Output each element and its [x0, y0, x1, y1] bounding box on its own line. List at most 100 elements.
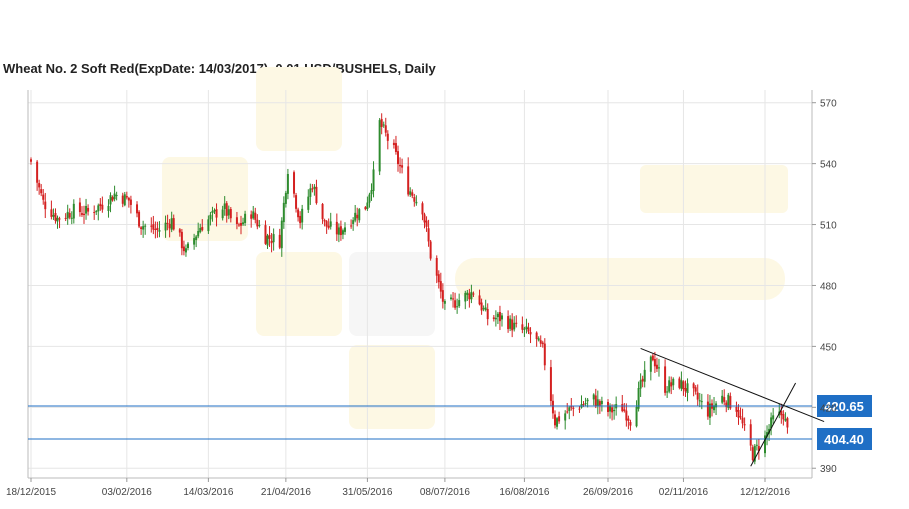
candle-up [313, 186, 316, 189]
candle-up [211, 210, 214, 213]
candle-down [572, 407, 575, 409]
candle-down [235, 217, 238, 224]
candle-down [694, 387, 697, 392]
candle-down [723, 397, 726, 402]
candle-up [613, 409, 616, 412]
candle-down [435, 257, 438, 276]
candle-down [521, 324, 524, 330]
candle-up [252, 211, 255, 219]
candle-down [423, 214, 426, 223]
candle-up [85, 206, 88, 214]
candle-up [568, 407, 571, 411]
candle-up [95, 211, 98, 213]
candle-down [478, 295, 481, 305]
candle-up [354, 212, 357, 221]
candle-down [311, 188, 314, 190]
candle-up [266, 235, 269, 246]
candle-down [182, 246, 185, 252]
candle-down [664, 366, 667, 393]
trend-line [750, 382, 797, 467]
candle-up [113, 193, 116, 200]
candle-down [264, 225, 267, 244]
candle-up [184, 248, 187, 253]
candle-up [170, 218, 173, 230]
candle-up [537, 338, 540, 341]
candle-up [666, 391, 669, 393]
candle-down [751, 447, 754, 461]
candle-down [152, 224, 155, 230]
candle-down [582, 404, 585, 406]
trend-line [640, 347, 825, 422]
candle-down [397, 151, 399, 165]
x-tick-label: 26/09/2016 [583, 487, 633, 498]
candle-up [52, 214, 55, 217]
candle-down [684, 388, 687, 392]
candle-up [244, 213, 247, 223]
candle-down [655, 364, 658, 369]
candle-down [515, 322, 518, 324]
candle-up [484, 307, 487, 310]
candle-down [737, 409, 740, 418]
candle-down [278, 234, 281, 248]
candle-down [54, 212, 57, 221]
candle-up [668, 380, 671, 392]
candle-down [598, 401, 601, 406]
candle-up [496, 313, 499, 318]
x-axis: 18/12/2015 03/02/2016 14/03/2016 21/04/2016… [6, 478, 790, 498]
candle-up [382, 124, 385, 126]
candle-up [56, 217, 59, 222]
candle-up [443, 301, 446, 304]
candle-up [770, 417, 773, 429]
candle-down [125, 195, 128, 198]
candle-up [409, 191, 412, 195]
candle-down [270, 240, 273, 244]
candle-down [293, 172, 296, 194]
candle-up [213, 210, 216, 212]
candle-down [394, 143, 397, 152]
candle-down [392, 142, 395, 146]
candle-up [72, 203, 75, 219]
candle-up [458, 300, 461, 307]
candle-down [625, 410, 628, 421]
y-tick-label: 510 [820, 221, 837, 232]
candle-down [623, 409, 626, 411]
candle-up [70, 217, 73, 219]
candle-down [36, 161, 39, 183]
candle-down [40, 189, 43, 194]
candle-down [725, 402, 728, 407]
candle-up [195, 236, 198, 241]
candle-down [539, 340, 542, 344]
candle-down [706, 401, 709, 417]
candle-down [339, 226, 342, 236]
candle-down [38, 183, 41, 188]
candle-down [527, 327, 530, 332]
y-tick-label: 390 [820, 464, 837, 475]
candle-up [772, 415, 775, 420]
candle-down [741, 417, 744, 424]
candle-up [242, 222, 245, 225]
candle-up [282, 202, 285, 223]
watermark-logo [162, 67, 788, 429]
candle-down [111, 197, 114, 201]
candle-up [372, 169, 375, 191]
candle-down [682, 381, 685, 390]
candle-down [399, 164, 402, 167]
candle-down [168, 223, 171, 229]
x-tick-label: 14/03/2016 [183, 487, 233, 498]
candle-up [464, 292, 467, 302]
candle-down [250, 214, 253, 219]
x-tick-label: 12/12/2016 [740, 487, 790, 498]
price-levels: 420.65 404.40 [28, 395, 872, 450]
candle-up [564, 413, 567, 421]
x-tick-label: 31/05/2016 [342, 487, 392, 498]
candle-down [356, 214, 359, 219]
candle-down [427, 228, 430, 242]
candle-down [268, 234, 271, 239]
candle-down [80, 213, 83, 215]
candle-down [780, 411, 783, 416]
candle-up [500, 315, 503, 320]
candle-up [680, 380, 683, 389]
candle-up [368, 194, 371, 203]
candle-down [468, 293, 471, 300]
